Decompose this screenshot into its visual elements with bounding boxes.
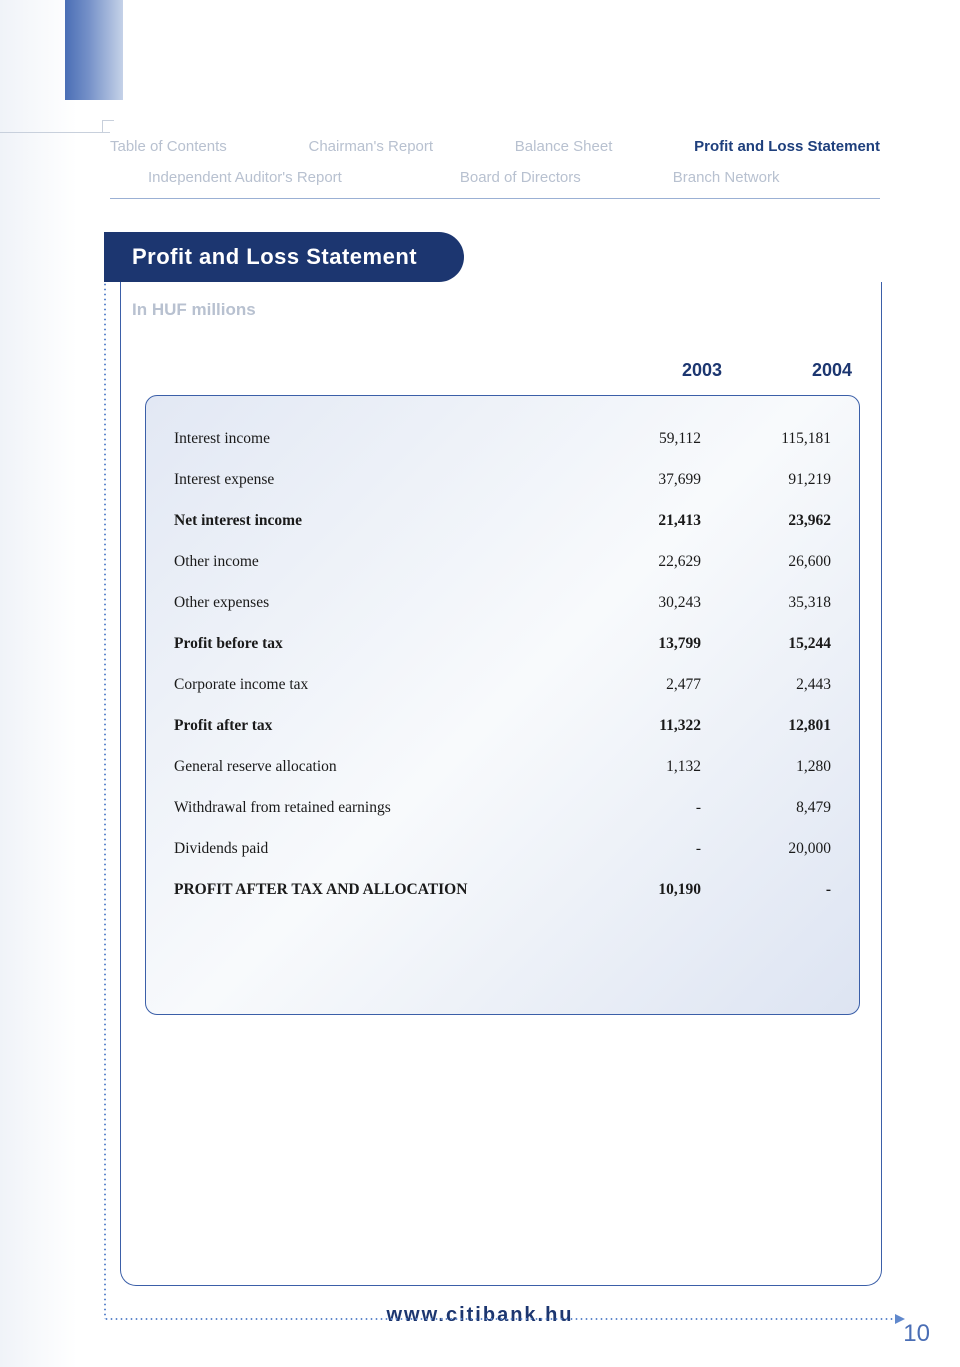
table-row: PROFIT AFTER TAX AND ALLOCATION10,190-: [174, 869, 831, 910]
table-row: Net interest income21,41323,962: [174, 500, 831, 541]
nav-toc[interactable]: Table of Contents: [110, 138, 227, 155]
row-value-2004: 1,280: [701, 758, 831, 776]
nav-divider: [110, 198, 880, 199]
row-label: PROFIT AFTER TAX AND ALLOCATION: [174, 881, 571, 899]
row-label: Net interest income: [174, 512, 571, 530]
nav-row-1: Table of Contents Chairman's Report Bala…: [110, 138, 880, 155]
table-row: Other income22,62926,600: [174, 541, 831, 582]
row-value-2004: 91,219: [701, 471, 831, 489]
year-2003-header: 2003: [592, 360, 722, 381]
table-row: Corporate income tax2,4772,443: [174, 664, 831, 705]
nav-branch[interactable]: Branch Network: [673, 169, 780, 186]
row-value-2003: 21,413: [571, 512, 701, 530]
row-value-2004: 23,962: [701, 512, 831, 530]
row-value-2004: 15,244: [701, 635, 831, 653]
table-row: Interest expense37,69991,219: [174, 459, 831, 500]
page-number: 10: [903, 1320, 930, 1348]
corner-mark: [102, 120, 114, 132]
row-label: Other income: [174, 553, 571, 571]
row-value-2003: 37,699: [571, 471, 701, 489]
table-row: Interest income59,112115,181: [174, 418, 831, 459]
row-value-2003: -: [571, 799, 701, 817]
footer-url[interactable]: www.citibank.hu: [0, 1304, 960, 1327]
table-row: General reserve allocation1,1321,280: [174, 746, 831, 787]
row-label: Corporate income tax: [174, 676, 571, 694]
section-title: Profit and Loss Statement: [132, 244, 417, 270]
top-thin-line: [0, 132, 110, 133]
row-label: Withdrawal from retained earnings: [174, 799, 571, 817]
row-value-2003: 30,243: [571, 594, 701, 612]
nav-area: Table of Contents Chairman's Report Bala…: [110, 138, 880, 199]
row-value-2003: 13,799: [571, 635, 701, 653]
row-label: Dividends paid: [174, 840, 571, 858]
row-value-2004: 8,479: [701, 799, 831, 817]
row-label: Other expenses: [174, 594, 571, 612]
nav-row-2: Independent Auditor's Report Board of Di…: [110, 169, 880, 186]
table-row: Withdrawal from retained earnings-8,479: [174, 787, 831, 828]
row-label: General reserve allocation: [174, 758, 571, 776]
row-value-2003: 2,477: [571, 676, 701, 694]
row-value-2003: 11,322: [571, 717, 701, 735]
row-value-2004: 20,000: [701, 840, 831, 858]
nav-directors[interactable]: Board of Directors: [460, 169, 581, 186]
row-value-2003: 1,132: [571, 758, 701, 776]
table-row: Other expenses30,24335,318: [174, 582, 831, 623]
row-label: Interest expense: [174, 471, 571, 489]
left-dotted-line: [104, 232, 106, 1319]
year-headers: 2003 2004: [132, 360, 852, 381]
row-value-2003: 10,190: [571, 881, 701, 899]
row-label: Profit after tax: [174, 717, 571, 735]
row-value-2004: 115,181: [701, 430, 831, 448]
row-value-2004: -: [701, 881, 831, 899]
section-title-tab: Profit and Loss Statement: [104, 232, 464, 282]
row-value-2003: 22,629: [571, 553, 701, 571]
nav-chairman[interactable]: Chairman's Report: [308, 138, 433, 155]
row-value-2003: -: [571, 840, 701, 858]
top-gradient-accent: [65, 0, 123, 100]
footer-dotted-line: [104, 1318, 899, 1320]
year-2004-header: 2004: [722, 360, 852, 381]
data-table: Interest income59,112115,181Interest exp…: [145, 395, 860, 1015]
row-value-2004: 12,801: [701, 717, 831, 735]
row-label: Interest income: [174, 430, 571, 448]
row-value-2004: 26,600: [701, 553, 831, 571]
section-subtitle: In HUF millions: [132, 300, 256, 320]
row-value-2004: 2,443: [701, 676, 831, 694]
table-row: Profit before tax13,79915,244: [174, 623, 831, 664]
table-row: Profit after tax11,32212,801: [174, 705, 831, 746]
nav-balance[interactable]: Balance Sheet: [515, 138, 613, 155]
row-value-2004: 35,318: [701, 594, 831, 612]
nav-auditor[interactable]: Independent Auditor's Report: [148, 169, 342, 186]
table-row: Dividends paid-20,000: [174, 828, 831, 869]
row-label: Profit before tax: [174, 635, 571, 653]
row-value-2003: 59,112: [571, 430, 701, 448]
nav-profit-loss-active[interactable]: Profit and Loss Statement: [694, 138, 880, 155]
